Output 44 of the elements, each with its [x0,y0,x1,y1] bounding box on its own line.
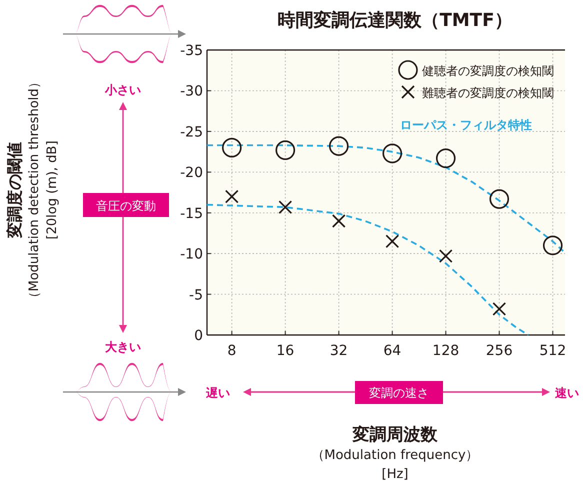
text: 音圧の変動 [96,199,156,213]
x-tick-label: 512 [539,343,566,359]
point [385,234,400,248]
text: [Hz] [382,467,408,481]
chart-title: 時間変調伝達関数（TMTF） [278,10,512,31]
point [542,236,563,256]
legend-label: 難聴者の変調度の検知閾 [422,86,554,100]
legend-label: 健聴者の変調度の検知閾 [422,64,554,78]
text: [20log (m), dB] [45,140,60,240]
y-tick-label: -5 [189,287,203,304]
point [438,249,453,263]
point [489,189,510,209]
x-tick-label: 256 [486,343,513,359]
point [222,138,242,158]
point [278,200,292,214]
series-label: ローパス・フィルタ特性 [400,118,532,132]
x-tick-label: 32 [330,343,348,359]
point [329,136,349,156]
x-axis-title: 変調周波数 [352,425,438,445]
text: 速い [554,386,579,400]
text: 変調の速さ [369,386,429,400]
text: （Modulation detection threshold） [27,75,42,305]
text: 小さい [104,83,141,97]
x-tick-label: 128 [432,343,460,359]
text: 遅い [205,386,230,400]
y-tick-label: -30 [180,84,203,100]
point [225,190,239,204]
text: 変調度の閾値 [5,142,24,239]
y-tick-label: 0 [194,328,203,344]
point [436,148,456,168]
y-tick-label: -35 [180,43,203,59]
y-tick-label: -20 [180,165,203,182]
point [382,144,402,164]
point [332,214,346,228]
x-tick-label: 8 [227,343,236,359]
text: （Modulation frequency） [311,448,479,463]
point [492,302,506,316]
text: 大きい [105,340,141,354]
y-tick-label: -10 [180,246,203,263]
point [276,140,296,160]
y-tick-label: -25 [180,124,203,140]
x-tick-label: 64 [383,343,402,359]
y-tick-label: -15 [180,206,203,222]
x-tick-label: 16 [276,343,294,359]
